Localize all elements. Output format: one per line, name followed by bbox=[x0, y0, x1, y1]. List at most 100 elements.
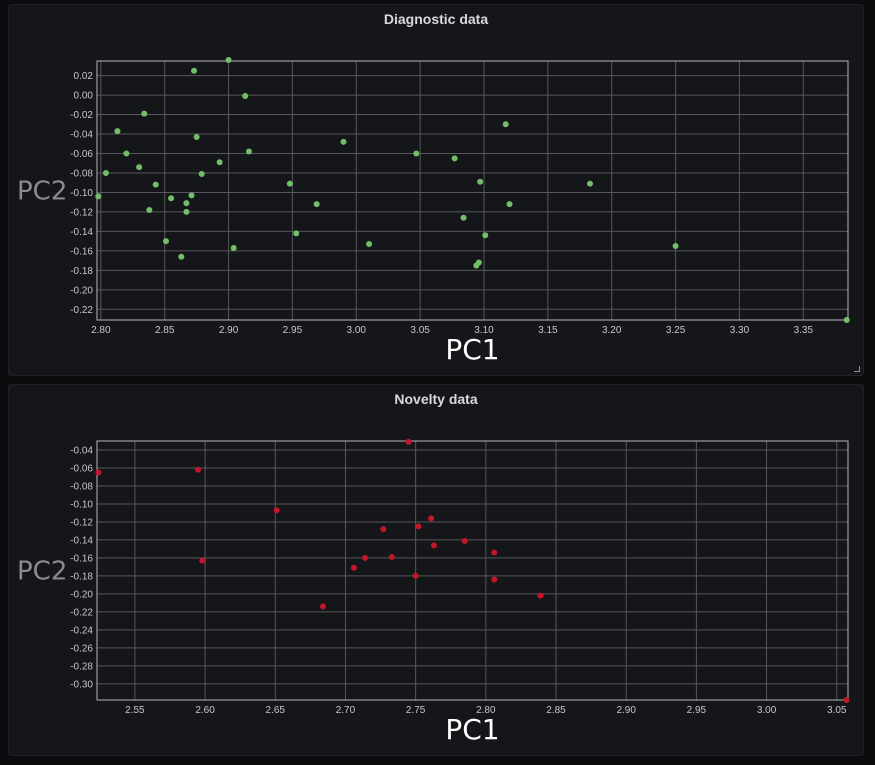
data-point bbox=[506, 201, 513, 208]
data-point bbox=[141, 110, 148, 117]
x-tick-label: 2.90 bbox=[616, 705, 636, 716]
data-point bbox=[195, 466, 202, 473]
x-tick-label: 3.15 bbox=[538, 325, 558, 336]
data-point bbox=[537, 592, 544, 599]
data-point bbox=[183, 208, 190, 215]
data-point bbox=[123, 150, 130, 157]
data-point bbox=[191, 67, 198, 74]
x-tick-label: 3.25 bbox=[666, 325, 686, 336]
data-point bbox=[320, 603, 327, 610]
x-axis-label: PC1 bbox=[445, 333, 499, 366]
data-point bbox=[178, 253, 185, 260]
data-point bbox=[405, 438, 412, 445]
data-point bbox=[168, 195, 175, 202]
data-point bbox=[95, 193, 102, 200]
y-tick-label: -0.14 bbox=[70, 227, 93, 238]
x-tick-label: 3.00 bbox=[347, 325, 367, 336]
y-tick-label: -0.24 bbox=[70, 625, 93, 636]
y-tick-label: -0.20 bbox=[70, 285, 93, 296]
data-point bbox=[313, 201, 320, 208]
x-tick-label: 2.85 bbox=[155, 325, 175, 336]
x-tick-label: 2.80 bbox=[91, 325, 111, 336]
y-tick-label: -0.08 bbox=[70, 168, 93, 179]
x-tick-label: 3.10 bbox=[474, 325, 494, 336]
data-point bbox=[152, 181, 159, 188]
data-point bbox=[502, 121, 509, 128]
data-point bbox=[293, 230, 300, 237]
y-tick-label: -0.06 bbox=[70, 463, 93, 474]
data-point bbox=[136, 164, 143, 171]
data-point bbox=[245, 148, 252, 155]
data-point bbox=[587, 180, 594, 187]
data-point bbox=[461, 537, 468, 544]
data-point bbox=[114, 128, 121, 135]
y-tick-label: -0.12 bbox=[70, 207, 93, 218]
x-tick-label: 3.00 bbox=[757, 705, 777, 716]
y-tick-label: -0.18 bbox=[70, 571, 93, 582]
x-tick-label: 3.35 bbox=[794, 325, 814, 336]
data-point bbox=[242, 93, 249, 100]
y-tick-label: -0.04 bbox=[70, 130, 93, 141]
data-point bbox=[198, 170, 205, 177]
x-tick-label: 2.90 bbox=[219, 325, 239, 336]
data-point bbox=[477, 178, 484, 185]
data-point bbox=[415, 523, 422, 530]
data-point bbox=[273, 507, 280, 514]
y-tick-label: -0.12 bbox=[70, 517, 93, 528]
x-tick-label: 2.80 bbox=[476, 705, 496, 716]
y-tick-label: 0.02 bbox=[74, 71, 94, 82]
data-point bbox=[188, 192, 195, 199]
data-point bbox=[286, 180, 293, 187]
y-tick-label: -0.20 bbox=[70, 589, 93, 600]
novelty-scatter-chart: 2.55 2.60 2.65 2.70 2.75 2.80 2.85 2.90 2.95 3.00… bbox=[17, 438, 850, 746]
data-point bbox=[491, 576, 498, 583]
data-point bbox=[475, 259, 482, 266]
diagnostic-scatter-chart: 2.80 2.85 2.90 2.95 3.00 3.05 3.10 3.15 3.20 3.25… bbox=[17, 57, 850, 366]
x-tick-label: 2.60 bbox=[195, 705, 215, 716]
data-point bbox=[388, 554, 395, 561]
y-tick-label: -0.22 bbox=[70, 305, 93, 316]
y-tick-label: -0.10 bbox=[70, 188, 93, 199]
resize-handle-icon[interactable] bbox=[854, 366, 860, 372]
data-point bbox=[672, 243, 679, 249]
data-point bbox=[843, 697, 850, 703]
panel-title: Novelty data bbox=[394, 391, 478, 407]
y-tick-label: -0.14 bbox=[70, 535, 93, 546]
y-tick-label: -0.22 bbox=[70, 607, 93, 618]
y-axis-label: PC2 bbox=[17, 177, 67, 207]
data-point bbox=[199, 557, 206, 564]
data-point bbox=[491, 549, 498, 556]
y-tick-label: -0.16 bbox=[70, 553, 93, 564]
data-point bbox=[102, 169, 109, 176]
plot-frame bbox=[96, 60, 849, 321]
y-tick-label: -0.10 bbox=[70, 499, 93, 510]
data-point bbox=[460, 214, 467, 221]
data-point bbox=[412, 572, 419, 579]
y-tick-label: -0.28 bbox=[70, 661, 93, 672]
x-tick-label: 2.65 bbox=[266, 705, 286, 716]
data-point bbox=[183, 200, 190, 207]
x-tick-label: 2.85 bbox=[546, 705, 566, 716]
y-tick-label: -0.16 bbox=[70, 246, 93, 257]
x-tick-label: 3.20 bbox=[602, 325, 622, 336]
data-point bbox=[146, 206, 153, 213]
y-tick-label: -0.18 bbox=[70, 266, 93, 277]
y-tick-label: -0.08 bbox=[70, 481, 93, 492]
x-tick-label: 2.55 bbox=[125, 705, 145, 716]
data-point bbox=[451, 155, 458, 162]
x-tick-label: 2.95 bbox=[687, 705, 707, 716]
data-point bbox=[362, 554, 369, 561]
x-tick-label: 2.70 bbox=[336, 705, 356, 716]
y-tick-label: 0.00 bbox=[74, 91, 94, 102]
x-axis-label: PC1 bbox=[445, 713, 499, 746]
data-point bbox=[340, 138, 347, 145]
data-point bbox=[350, 564, 357, 571]
data-point bbox=[428, 515, 435, 522]
y-tick-label: -0.02 bbox=[70, 110, 93, 121]
y-tick-label: -0.06 bbox=[70, 149, 93, 160]
data-point bbox=[162, 238, 169, 245]
data-point bbox=[216, 159, 223, 166]
data-point bbox=[430, 542, 437, 549]
y-tick-label: -0.26 bbox=[70, 643, 93, 654]
data-point bbox=[95, 469, 102, 476]
